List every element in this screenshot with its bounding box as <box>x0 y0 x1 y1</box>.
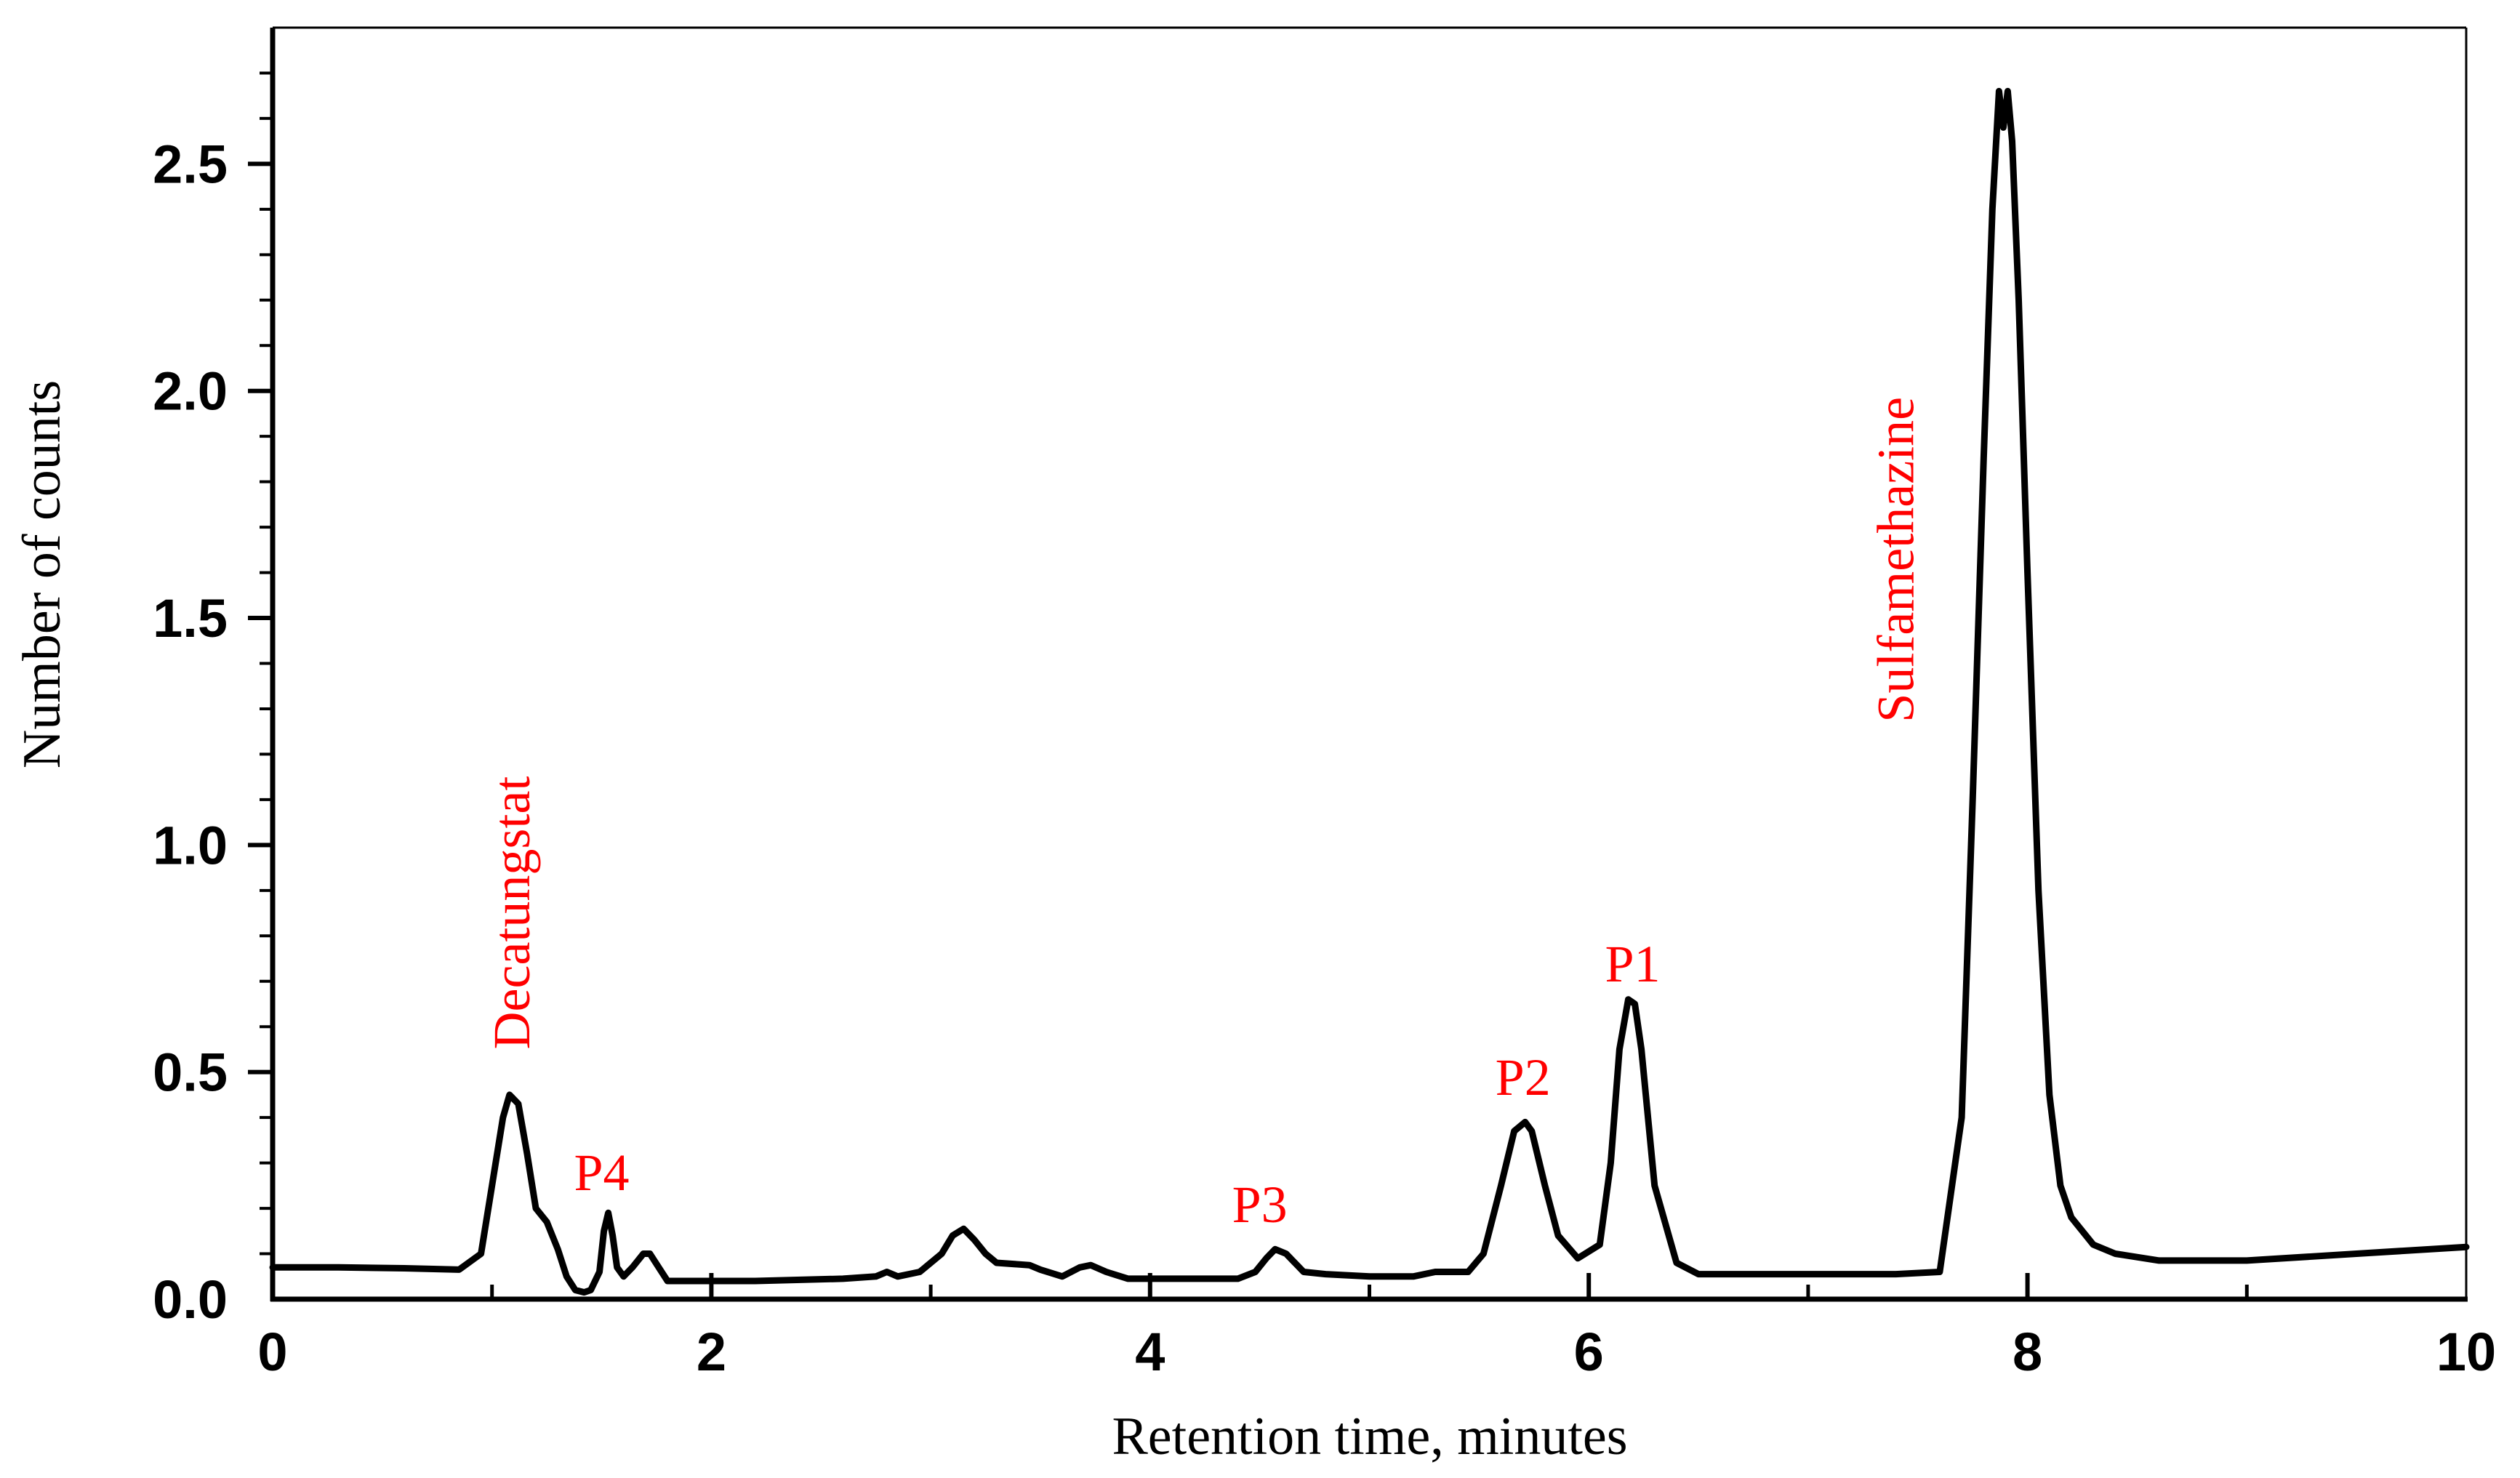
peak-annotation: P4 <box>574 1144 630 1202</box>
x-axis-title: Retention time, minutes <box>1112 1407 1627 1466</box>
y-tick-label: 2.0 <box>153 361 228 422</box>
y-tick-label: 0.5 <box>153 1043 228 1103</box>
peak-annotation: P1 <box>1605 935 1661 993</box>
chromatogram-line <box>269 87 2470 1296</box>
y-tick-label: 1.0 <box>153 815 228 875</box>
major-ticks <box>248 161 2030 1299</box>
x-tick-labels: 0 2 4 6 8 10 <box>257 1322 2496 1382</box>
peak-annotation: P2 <box>1496 1048 1551 1107</box>
y-axis-title: Number of counts <box>12 380 72 768</box>
x-tick-label: 4 <box>1135 1322 1165 1382</box>
peak-annotations: Decatungstat P4 P3 P2 P1 Sulfamethazine <box>483 397 1925 1234</box>
x-tick-label: 10 <box>2436 1322 2496 1382</box>
y-tick-label: 2.5 <box>153 134 228 194</box>
peak-annotation: P3 <box>1232 1176 1288 1234</box>
x-tick-label: 2 <box>697 1322 726 1382</box>
x-tick-label: 6 <box>1574 1322 1604 1382</box>
y-tick-label: 1.5 <box>153 588 228 648</box>
y-tick-labels: 0.0 0.5 1.0 1.5 2.0 2.5 <box>153 134 228 1330</box>
minor-ticks <box>260 71 2249 1299</box>
x-tick-label: 0 <box>257 1322 287 1382</box>
x-tick-label: 8 <box>2013 1322 2042 1382</box>
y-tick-label: 0.0 <box>153 1269 228 1330</box>
peak-annotation: Sulfamethazine <box>1867 397 1925 723</box>
peak-annotation: Decatungstat <box>483 776 541 1050</box>
